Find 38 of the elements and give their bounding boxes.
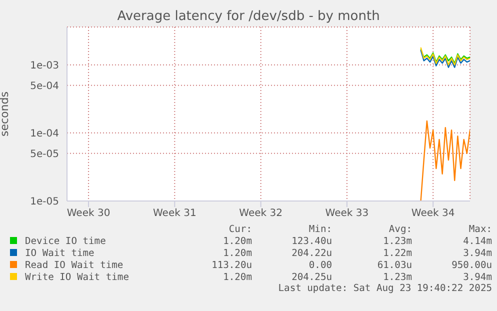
text: 3.94m bbox=[462, 271, 492, 283]
text: 113.20u bbox=[210, 259, 252, 271]
text: Min: bbox=[308, 223, 332, 235]
y-tick-label: 1e-04 bbox=[30, 128, 59, 140]
text: 204.22u bbox=[290, 247, 332, 259]
legend-label: Device IO time bbox=[24, 235, 107, 247]
text: 1.23m bbox=[382, 235, 412, 247]
y-tick-label: 5e-05 bbox=[30, 148, 59, 160]
text: Max: bbox=[468, 223, 492, 235]
text: 204.25u bbox=[290, 271, 332, 283]
text: 1.22m bbox=[382, 247, 412, 259]
x-tick-label: Week 31 bbox=[153, 208, 196, 220]
y-tick-label: 5e-04 bbox=[30, 80, 59, 92]
x-tick-label: Week 34 bbox=[411, 208, 455, 220]
text: 3.94m bbox=[462, 247, 492, 259]
legend-label: Read IO Wait time bbox=[24, 259, 124, 271]
text: 950.00u bbox=[450, 259, 492, 271]
legend-label: IO Wait time bbox=[24, 247, 96, 259]
text: Cur: bbox=[228, 223, 252, 235]
text: Last update: Sat Aug 23 19:40:22 2025 bbox=[277, 283, 492, 294]
text: 4.14m bbox=[462, 235, 492, 247]
legend-label: Write IO Wait time bbox=[24, 271, 130, 283]
chart-title: Average latency for /dev/sdb - by month bbox=[116, 9, 381, 24]
text: Avg: bbox=[388, 223, 412, 235]
text: 1.20m bbox=[222, 271, 252, 283]
x-tick-label: Week 33 bbox=[325, 208, 369, 220]
y-tick-label: 1e-05 bbox=[30, 196, 59, 208]
y-axis-title: seconds bbox=[0, 91, 11, 136]
text: 0.00 bbox=[308, 259, 332, 271]
line-series bbox=[420, 120, 470, 201]
text: 1.20m bbox=[222, 235, 252, 247]
text: 1.23m bbox=[382, 271, 412, 283]
text: 1.20m bbox=[222, 247, 252, 259]
x-tick-label: Week 32 bbox=[239, 208, 282, 220]
text: 123.40u bbox=[290, 235, 332, 247]
x-tick-label: Week 30 bbox=[66, 208, 110, 220]
y-tick-label: 1e-03 bbox=[30, 60, 59, 72]
text: 61.03u bbox=[376, 259, 412, 271]
